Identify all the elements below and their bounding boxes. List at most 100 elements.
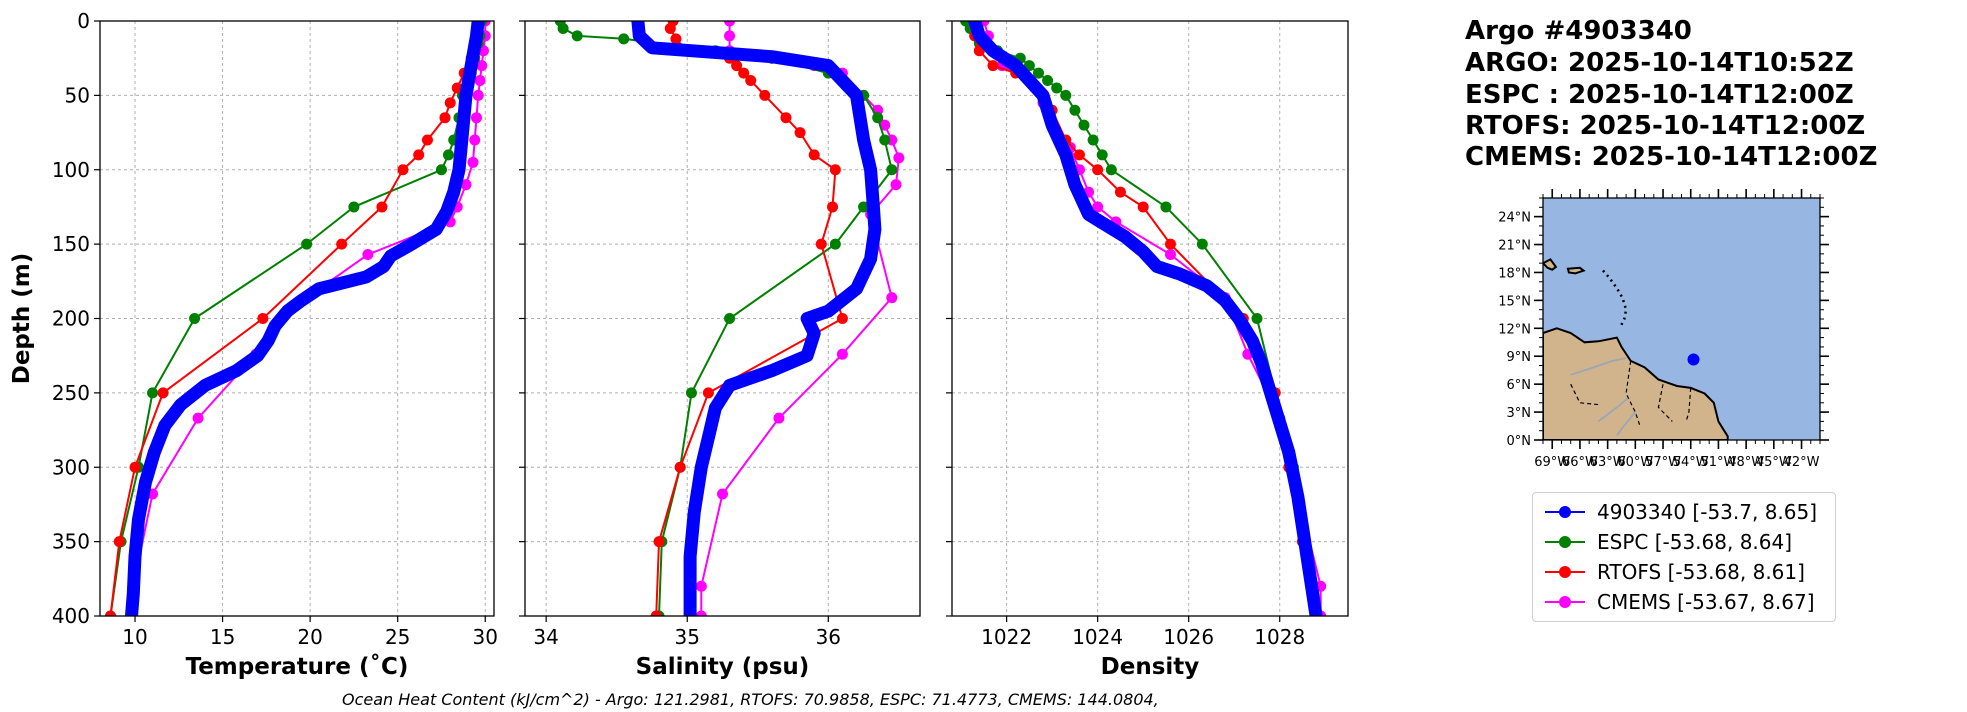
series-rtofs-point <box>987 60 999 72</box>
series-rtofs-point <box>1137 201 1149 213</box>
series-espc-point <box>1196 238 1208 250</box>
map-island <box>1543 258 1558 271</box>
map-lat-label: 0°N <box>1507 434 1532 449</box>
x-axis-label: Temperature (˚C) <box>186 653 409 680</box>
series-espc-point <box>301 238 313 250</box>
series-espc-point <box>1060 89 1072 101</box>
series-rtofs-point <box>439 112 451 124</box>
y-tick-label: 250 <box>52 381 90 405</box>
series-rtofs-point <box>1073 149 1085 161</box>
series-cmems-point <box>724 30 736 42</box>
argo-time: ARGO: 2025-10-14T10:52Z <box>1465 48 1854 78</box>
map-lon-label: 69°W <box>1534 455 1570 470</box>
location-map: 69°W66°W63°W60°W57°W54°W51°W48°W45°W42°W… <box>1498 189 1829 470</box>
series-espc-point <box>435 164 447 176</box>
series-rtofs-point <box>829 164 841 176</box>
series-espc-point <box>1078 119 1090 131</box>
series-rtofs-point <box>780 112 792 124</box>
legend-swatch-argo <box>1545 506 1585 518</box>
rtofs-time: RTOFS: 2025-10-14T12:00Z <box>1465 111 1866 141</box>
series-espc-point <box>724 313 736 324</box>
series-rtofs-point <box>336 238 348 250</box>
x-tick-label: 35 <box>675 625 700 649</box>
series-rtofs-point <box>1164 238 1176 250</box>
x-tick-label: 10 <box>122 625 147 649</box>
series-cmems-point <box>724 21 736 27</box>
x-tick-label: 1022 <box>981 625 1032 649</box>
legend: 4903340 [-53.7, 8.65] ESPC [-53.68, 8.64… <box>1532 492 1836 622</box>
y-tick-label: 100 <box>52 158 90 182</box>
map-border <box>1685 387 1692 422</box>
series-espc-point <box>872 112 884 124</box>
series-rtofs-point <box>653 536 665 548</box>
series-group <box>554 21 905 616</box>
series-rtofs-point <box>759 89 771 101</box>
series-rtofs-point <box>808 149 820 161</box>
x-tick-label: 1024 <box>1072 625 1123 649</box>
map-lat-label: 21°N <box>1498 239 1531 254</box>
series-espc-point <box>1096 149 1108 161</box>
map-lat-label: 18°N <box>1498 266 1531 281</box>
x-tick-label: 20 <box>297 625 322 649</box>
cmems-time: CMEMS: 2025-10-14T12:00Z <box>1465 142 1878 172</box>
series-rtofs-point <box>451 82 463 94</box>
series-cmems-point <box>893 152 905 164</box>
x-tick-label: 25 <box>385 625 410 649</box>
map-lon-label: 45°W <box>1756 455 1792 470</box>
map-river <box>1616 411 1636 436</box>
series-cmems-point <box>836 348 848 360</box>
map-lat-label: 12°N <box>1498 322 1531 337</box>
series-espc-point <box>618 33 630 45</box>
series-rtofs-point <box>794 127 806 139</box>
series-espc-point <box>1160 201 1172 213</box>
legend-label-argo: 4903340 [-53.7, 8.65] <box>1597 500 1818 524</box>
series-rtofs-point <box>650 610 662 616</box>
series-espc-point <box>1087 134 1099 146</box>
series-argo-line <box>973 21 1318 616</box>
map-lon-label: 57°W <box>1645 455 1681 470</box>
map-river <box>1570 357 1627 376</box>
series-espc-point <box>348 201 360 213</box>
series-espc-point <box>147 387 159 399</box>
series-rtofs-point <box>397 164 409 176</box>
map-border <box>1657 384 1673 422</box>
series-cmems-point <box>460 179 472 191</box>
series-espc-point <box>886 164 898 176</box>
legend-label-rtofs: RTOFS [-53.68, 8.61] <box>1597 560 1805 584</box>
float-title: Argo #4903340 <box>1465 16 1692 46</box>
legend-item-espc: ESPC [-53.68, 8.64] <box>1543 527 1833 555</box>
series-cmems-point <box>472 89 484 101</box>
series-espc-point <box>1032 67 1044 79</box>
map-lon-label: 54°W <box>1673 455 1709 470</box>
series-rtofs-point <box>1092 164 1104 176</box>
series-cmems-point <box>879 119 891 131</box>
ocean-heat-content-caption: Ocean Heat Content (kJ/cm^2) - Argo: 121… <box>342 690 1159 709</box>
legend-item-rtofs: RTOFS [-53.68, 8.61] <box>1543 557 1833 585</box>
y-tick-label: 400 <box>52 604 90 628</box>
x-tick-label: 1026 <box>1163 625 1214 649</box>
legend-swatch-cmems <box>1545 596 1585 608</box>
series-espc-point <box>557 22 569 34</box>
x-tick-label: 30 <box>473 625 498 649</box>
legend-swatch-rtofs <box>1545 566 1585 578</box>
y-axis-label: Depth (m) <box>9 253 35 385</box>
y-tick-label: 150 <box>52 232 90 256</box>
x-tick-label: 1028 <box>1254 625 1305 649</box>
temperature-panel: 10 15 20 25 30050100150200250300350400Temper… <box>9 9 498 680</box>
series-group <box>960 21 1327 616</box>
series-espc-point <box>858 201 870 213</box>
map-lon-label: 51°W <box>1700 455 1736 470</box>
series-espc-point <box>1105 164 1117 176</box>
series-rtofs-point <box>745 75 757 86</box>
series-cmems-point <box>362 249 374 261</box>
series-cmems-point <box>890 179 902 191</box>
map-river <box>1597 397 1629 423</box>
map-lon-label: 66°W <box>1562 455 1598 470</box>
map-island-arc <box>1602 269 1628 327</box>
legend-label-espc: ESPC [-53.68, 8.64] <box>1597 530 1793 554</box>
series-espc-point <box>1251 313 1263 324</box>
map-island <box>1566 266 1586 275</box>
map-lat-label: 24°N <box>1498 211 1531 226</box>
series-cmems-point <box>1092 201 1104 213</box>
